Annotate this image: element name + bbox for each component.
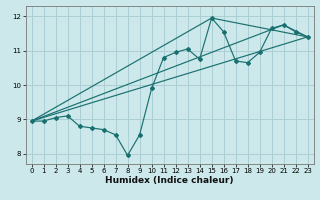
X-axis label: Humidex (Indice chaleur): Humidex (Indice chaleur) bbox=[105, 176, 234, 185]
